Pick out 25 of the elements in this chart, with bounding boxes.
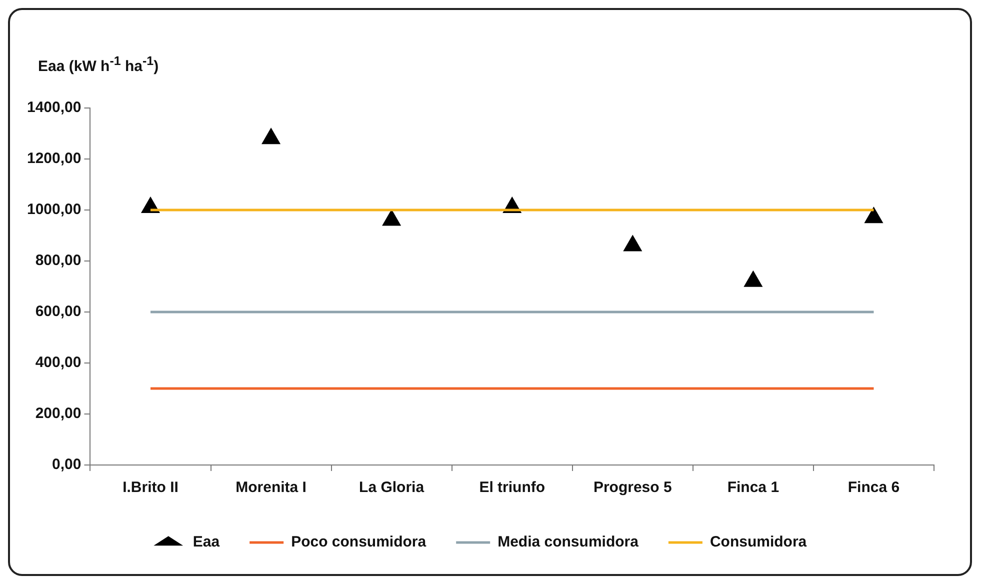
point: [623, 234, 642, 252]
x-tick-label: I.Brito II: [122, 479, 178, 496]
y-tick-label: 1000,00: [26, 201, 82, 218]
legend-label: Media consumidora: [498, 534, 640, 551]
y-tick-label: 800,00: [35, 252, 82, 270]
y-tick-label: 600,00: [35, 303, 82, 320]
x-tick-label: Morenita I: [236, 479, 306, 496]
point: [864, 206, 884, 224]
y-axis-title: Eaa (kW h$^{-1}$ ha$^{-1}$): [38, 54, 159, 75]
legend-label: Consumidora: [710, 534, 808, 551]
point: [262, 128, 281, 144]
point: [744, 270, 763, 287]
x-tick-label: Finca 1: [727, 479, 780, 496]
legend-label: Poco consumidora: [291, 534, 427, 551]
y-tick-label: 1200,00: [26, 150, 82, 168]
point: [382, 209, 402, 226]
x-tick-label: Progreso 5: [593, 479, 672, 496]
x-tick-label: Finca 6: [848, 479, 900, 496]
y-tick-label: 0,00: [52, 456, 82, 474]
y-tick-label: 1400,00: [26, 99, 82, 116]
y-tick-label: 400,00: [35, 354, 82, 372]
y-tick-label: 200,00: [35, 405, 82, 422]
x-tick-label: La Gloria: [359, 479, 425, 496]
x-tick-label: El triunfo: [479, 479, 546, 496]
legend-label: Eaa: [192, 534, 220, 551]
